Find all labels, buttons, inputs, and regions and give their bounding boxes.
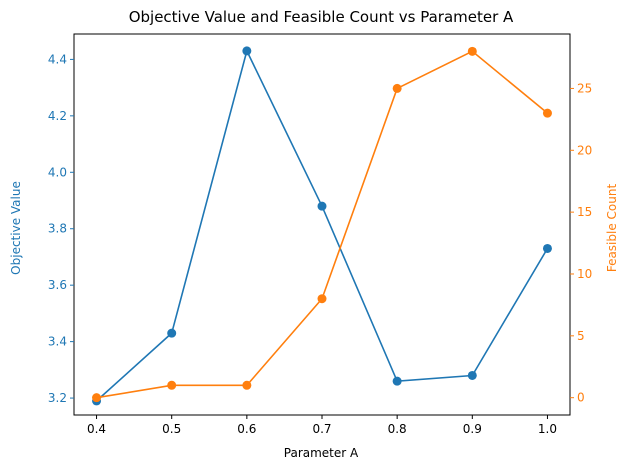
right-y-tick-label: 0: [577, 391, 585, 405]
series-1-line: [96, 48, 549, 402]
left-y-tick-label: 3.6: [48, 278, 67, 292]
series-1-point: [317, 201, 327, 211]
left-y-tick-label: 4.2: [48, 109, 67, 123]
series-1-point: [467, 370, 477, 380]
x-tick-label: 0.4: [87, 422, 106, 436]
left-y-tick-label: 4.4: [48, 52, 67, 66]
plot-frame: [73, 33, 571, 416]
x-tick-label: 0.5: [162, 422, 181, 436]
right-y-axis-label: Feasible Count: [605, 184, 619, 273]
series-2-point: [467, 46, 477, 56]
plot-area: 0.4 0.5 0.6 0.7 0.8 0.9 1.0 3.2 3.4 3.6 3.8 4.0 4.2 4…: [48, 33, 592, 436]
right-y-tick-label: 25: [577, 81, 592, 95]
left-y-tick-label: 3.8: [48, 222, 67, 236]
x-tick-label: 0.6: [237, 422, 256, 436]
series-2-point: [542, 108, 552, 118]
series-1-point: [242, 46, 252, 56]
series-1-point: [392, 376, 402, 386]
chart-title: Objective Value and Feasible Count vs Pa…: [129, 8, 514, 26]
left-y-tick-label: 4.0: [48, 165, 67, 179]
left-y-tick-label: 3.4: [48, 335, 67, 349]
right-y-tick-label: 5: [577, 329, 585, 343]
series-2-point: [317, 294, 327, 304]
series-2-point: [92, 393, 102, 403]
series-1-point: [542, 243, 552, 253]
left-y-tick-label: 3.2: [48, 391, 67, 405]
series-2-point: [392, 83, 402, 93]
left-y-axis-label: Objective Value: [9, 181, 23, 275]
series-2-point: [167, 380, 177, 390]
series-2-point: [242, 380, 252, 390]
x-tick-label: 1.0: [538, 422, 557, 436]
right-y-tick-label: 20: [577, 143, 592, 157]
x-tick-label: 0.9: [463, 422, 482, 436]
right-y-tick-label: 15: [577, 205, 592, 219]
right-y-tick-label: 10: [577, 267, 592, 281]
series-1-point: [167, 328, 177, 338]
x-tick-label: 0.8: [388, 422, 407, 436]
x-tick-label: 0.7: [312, 422, 331, 436]
series-2-line: [96, 50, 548, 399]
x-axis-label: Parameter A: [284, 446, 359, 460]
